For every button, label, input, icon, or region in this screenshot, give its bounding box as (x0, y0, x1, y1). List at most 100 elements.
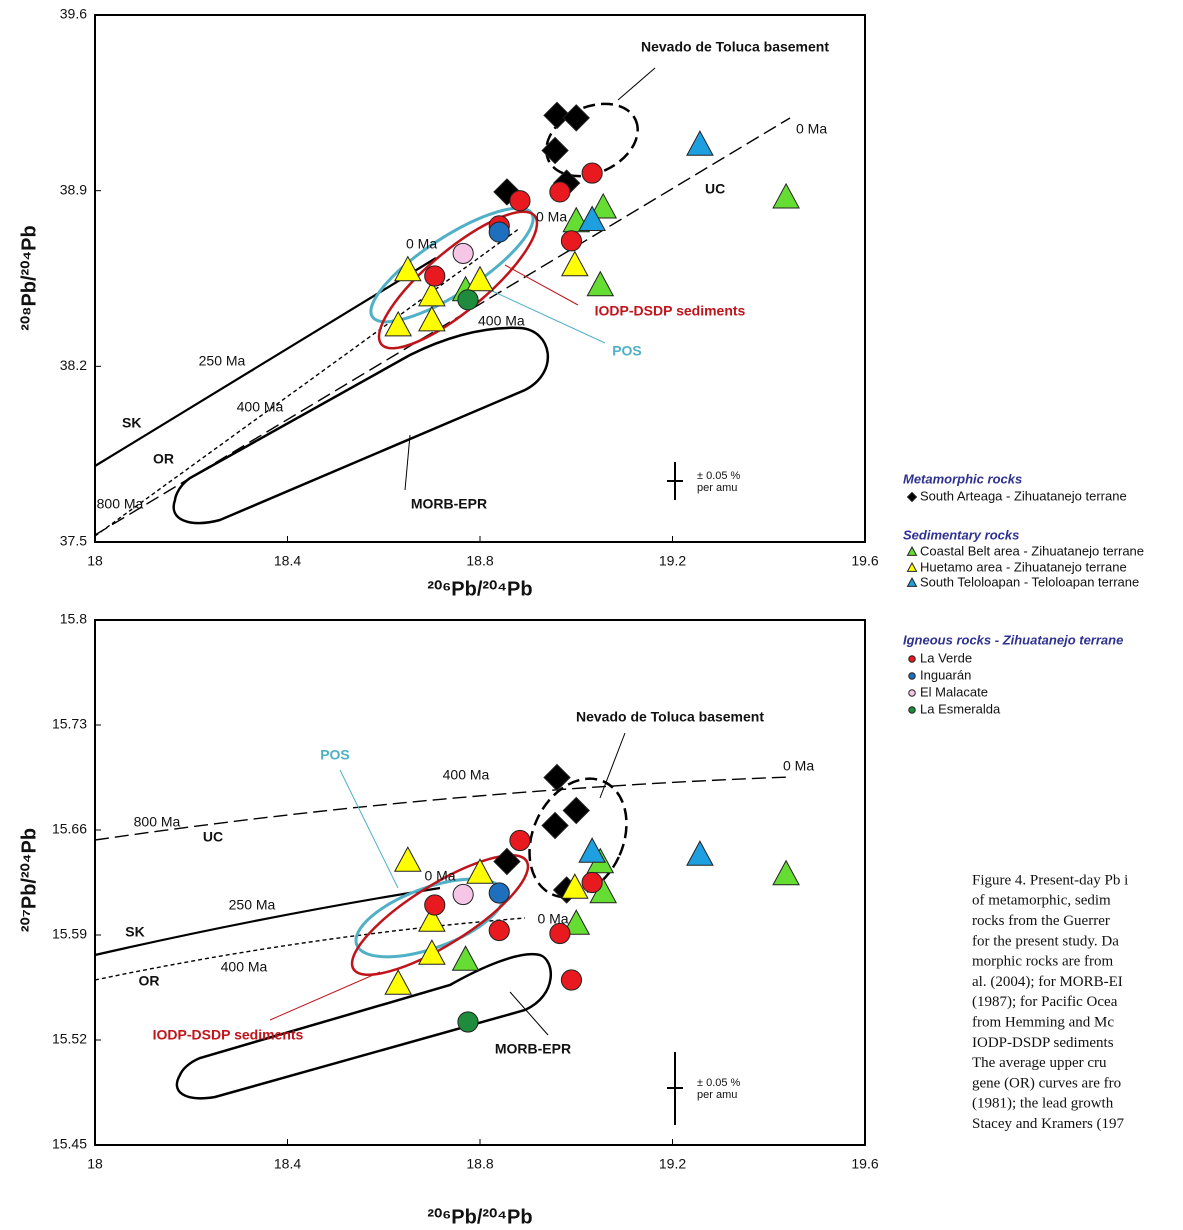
annotation: Nevado de Toluca basement (576, 709, 764, 725)
y-tick-label: 15.45 (52, 1136, 87, 1152)
annotation: 250 Ma (199, 353, 246, 369)
point (586, 270, 615, 297)
annotation: UC (203, 829, 223, 845)
x-tick-label: 18.8 (466, 1156, 493, 1172)
annotation: IODP-DSDP sediments (153, 1027, 304, 1043)
point (384, 310, 413, 337)
point (457, 289, 479, 311)
y-tick-label: 15.59 (52, 926, 87, 942)
annotation: ± 0.05 % (697, 1077, 741, 1089)
x-tick-label: 19.6 (851, 1156, 878, 1172)
point (562, 909, 591, 935)
annotation: 0 Ma (424, 868, 455, 884)
caption-line: Stacey and Kramers (197 (972, 1116, 1125, 1132)
y-tick-label: 15.8 (60, 611, 87, 627)
caption-line: (1987); for Pacific Ocea (972, 994, 1118, 1010)
annotation: 0 Ma (406, 236, 437, 252)
annotation: SK (125, 924, 144, 940)
annotation: POS (612, 343, 642, 359)
point (578, 205, 606, 232)
legend-label: South Teloloapan - Teloloapan terrane (920, 574, 1139, 589)
legend-marker (908, 672, 916, 680)
legend-label: Coastal Belt area - Zihuatanejo terrane (920, 543, 1144, 558)
y-tick-label: 38.9 (60, 181, 87, 197)
nevado-field (545, 102, 639, 178)
annotation: MORB-EPR (495, 1041, 571, 1057)
caption-line: rocks from the Guerrer (972, 913, 1110, 929)
legend-label: El Malacate (920, 684, 988, 699)
point (424, 894, 446, 916)
iodp-field (350, 854, 530, 976)
point (384, 969, 413, 995)
point (488, 221, 510, 243)
x-tick-label: 18.4 (274, 553, 301, 569)
annotation: POS (320, 747, 350, 763)
point (418, 305, 446, 332)
annotation: 400 Ma (443, 767, 490, 783)
arrow (489, 289, 606, 344)
point (452, 883, 474, 906)
annotation: per amu (697, 1089, 737, 1101)
point (560, 969, 583, 991)
point (418, 906, 446, 932)
or-curve (94, 917, 526, 981)
point (424, 265, 446, 287)
point (509, 829, 531, 852)
point (560, 230, 583, 252)
y-tick-label: 38.2 (60, 357, 87, 373)
legend-label: Inguarán (920, 667, 971, 682)
point (686, 130, 714, 156)
caption-line: The average upper cru (972, 1055, 1107, 1071)
point (541, 811, 569, 840)
legend-label: Huetamo area - Zihuatanejo terrane (920, 559, 1127, 574)
annotation: UC (705, 181, 725, 197)
caption-line: (1981); the lead growth (972, 1096, 1114, 1112)
x-tick-label: 19.6 (851, 553, 878, 569)
point (457, 1011, 479, 1033)
x-tick-label: 18.4 (274, 1156, 301, 1172)
annotation: OR (153, 451, 174, 467)
caption-line: IODP-DSDP sediments (972, 1035, 1114, 1051)
y-tick-label: 37.5 (60, 533, 87, 549)
y-axis-label: ²⁰⁷Pb/²⁰⁴Pb (18, 828, 40, 932)
legend-marker (908, 689, 916, 697)
point (772, 859, 800, 886)
legend-label: South Arteaga - Zihuatanejo terrane (920, 488, 1127, 503)
annotation: 800 Ma (134, 814, 181, 830)
annotation: per amu (697, 482, 737, 494)
legend-marker (906, 545, 918, 556)
annotation: SK (122, 415, 141, 431)
point (686, 840, 714, 866)
y-tick-label: 15.52 (52, 1031, 87, 1047)
arrow (339, 769, 399, 889)
point (488, 919, 510, 942)
point (578, 837, 606, 863)
legend-label: La Esmeralda (920, 701, 1001, 716)
y-tick-label: 15.66 (52, 821, 87, 837)
legend-heading: Metamorphic rocks (903, 471, 1022, 486)
point (509, 190, 531, 212)
sk-curve (94, 886, 441, 957)
nevado-field (528, 777, 628, 899)
caption-line: gene (OR) curves are fro (972, 1075, 1121, 1091)
point (393, 255, 422, 282)
annotation: Nevado de Toluca basement (641, 39, 829, 55)
legend-heading: Igneous rocks - Zihuatanejo terrane (903, 632, 1123, 647)
annotation: 400 Ma (237, 399, 284, 415)
arrow (617, 67, 656, 101)
point (418, 939, 446, 965)
point (543, 763, 571, 792)
x-tick-label: 18.8 (466, 553, 493, 569)
arrow (404, 434, 411, 491)
annotation: 400 Ma (221, 959, 268, 975)
legend-marker (908, 655, 916, 663)
legend-label: La Verde (920, 650, 972, 665)
caption-line: Figure 4. Present-day Pb i (972, 872, 1128, 888)
annotation: MORB-EPR (411, 496, 487, 512)
point (451, 945, 480, 971)
point (581, 871, 603, 894)
point (466, 265, 494, 292)
annotation: 0 Ma (783, 758, 814, 774)
caption-line: al. (2004); for MORB-EI (972, 974, 1123, 990)
